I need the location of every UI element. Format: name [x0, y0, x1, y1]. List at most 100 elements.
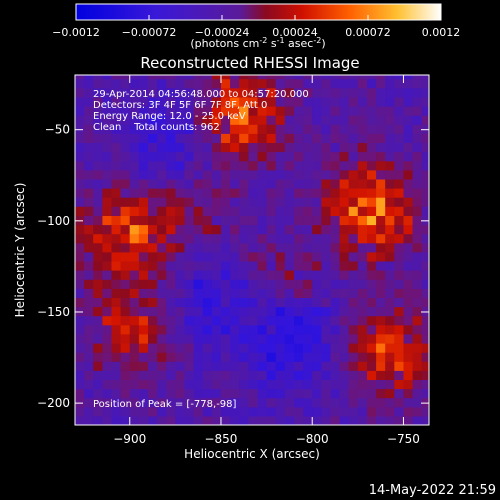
heatmap-cell	[421, 75, 429, 80]
heatmap-cell	[239, 87, 249, 98]
heatmap-cell	[266, 288, 277, 298]
heatmap-cell	[257, 78, 268, 89]
heatmap-cell	[239, 306, 249, 317]
heatmap-cell	[275, 96, 286, 107]
heatmap-cell	[376, 142, 386, 153]
heatmap-cell	[239, 388, 249, 399]
heatmap-cell	[412, 124, 423, 134]
heatmap-cell	[248, 343, 259, 353]
heatmap-cell	[193, 160, 204, 171]
heatmap-cell	[230, 142, 240, 153]
heatmap-cell	[403, 160, 414, 171]
heatmap-cell	[175, 333, 186, 344]
heatmap-cell	[148, 324, 158, 335]
heatmap-cell	[75, 343, 85, 353]
heatmap-cell	[75, 297, 85, 308]
heatmap-cell	[321, 361, 331, 371]
heatmap-cell	[339, 388, 350, 399]
heatmap-cell	[312, 75, 322, 80]
heatmap-cell	[193, 406, 204, 417]
heatmap-cell	[367, 297, 377, 308]
heatmap-cell	[120, 343, 131, 353]
heatmap-cell	[148, 352, 158, 362]
heatmap-cell	[175, 361, 186, 371]
heatmap-cell	[321, 75, 331, 80]
heatmap-cell	[184, 352, 195, 362]
heatmap-cell	[348, 151, 359, 162]
heatmap-cell	[303, 206, 313, 216]
heatmap-cell	[120, 169, 131, 180]
heatmap-cell	[385, 406, 395, 417]
heatmap-cell	[175, 343, 186, 353]
heatmap-cell	[166, 279, 176, 289]
heatmap-cell	[339, 260, 350, 271]
heatmap-cell	[239, 142, 249, 153]
heatmap-cell	[129, 142, 140, 153]
heatmap-cell	[348, 188, 359, 198]
heatmap-cell	[84, 106, 94, 116]
heatmap-cell	[84, 197, 94, 207]
heatmap-cell	[120, 233, 131, 244]
heatmap-cell	[193, 315, 204, 326]
heatmap-cell	[412, 160, 423, 171]
heatmap-cell	[175, 233, 186, 244]
heatmap-cell	[275, 388, 286, 399]
heatmap-cell	[248, 96, 259, 107]
heatmap-cell	[348, 270, 359, 280]
heatmap-cell	[75, 215, 85, 226]
heatmap-cell	[330, 106, 341, 116]
heatmap-cell	[385, 370, 395, 380]
heatmap-cell	[102, 206, 113, 216]
heatmap-cell	[421, 233, 429, 244]
heatmap-cell	[111, 333, 122, 344]
heatmap-cell	[248, 370, 259, 380]
heatmap-cell	[266, 133, 277, 143]
heatmap-cell	[84, 251, 94, 262]
heatmap-cell	[93, 251, 103, 262]
heatmap-cell	[294, 215, 304, 226]
heatmap-cell	[138, 206, 149, 216]
heatmap-cell	[321, 169, 331, 180]
heatmap-cell	[275, 306, 286, 317]
heatmap-cell	[248, 115, 259, 125]
heatmap-cell	[376, 415, 386, 425]
heatmap-cell	[230, 324, 240, 335]
heatmap-cell	[221, 260, 231, 271]
heatmap-cell	[284, 388, 295, 399]
heatmap-cell	[385, 260, 395, 271]
heatmap-cell	[202, 251, 213, 262]
heatmap-cell	[367, 279, 377, 289]
heatmap-cell	[148, 106, 158, 116]
heatmap-cell	[248, 78, 259, 89]
heatmap-cell	[275, 75, 286, 80]
heatmap-cell	[284, 233, 295, 244]
heatmap-cell	[102, 87, 113, 98]
heatmap-cell	[138, 279, 149, 289]
heatmap-cell	[367, 315, 377, 326]
heatmap-cell	[157, 197, 167, 207]
heatmap-cell	[120, 224, 131, 235]
heatmap-cell	[93, 142, 103, 153]
heatmap-cell	[394, 415, 404, 425]
heatmap-cell	[339, 324, 350, 335]
heatmap-cell	[303, 142, 313, 153]
heatmap-cell	[394, 388, 404, 399]
heatmap-cell	[357, 75, 368, 80]
annotation-peak: Position of Peak = [-778,-98]	[93, 399, 237, 410]
heatmap-cell	[248, 124, 259, 134]
heatmap-cell	[157, 224, 167, 235]
heatmap-cell	[230, 233, 240, 244]
heatmap-cell	[84, 406, 94, 417]
heatmap-cell	[102, 197, 113, 207]
heatmap-cell	[184, 260, 195, 271]
heatmap-cell	[193, 270, 204, 280]
heatmap-cell	[421, 324, 429, 335]
heatmap-cell	[166, 233, 176, 244]
heatmap-cell	[330, 370, 341, 380]
heatmap-cell	[357, 188, 368, 198]
heatmap-cell	[385, 297, 395, 308]
heatmap-cell	[321, 206, 331, 216]
heatmap-cell	[367, 78, 377, 89]
heatmap-cell	[421, 379, 429, 390]
heatmap-cell	[211, 242, 222, 253]
